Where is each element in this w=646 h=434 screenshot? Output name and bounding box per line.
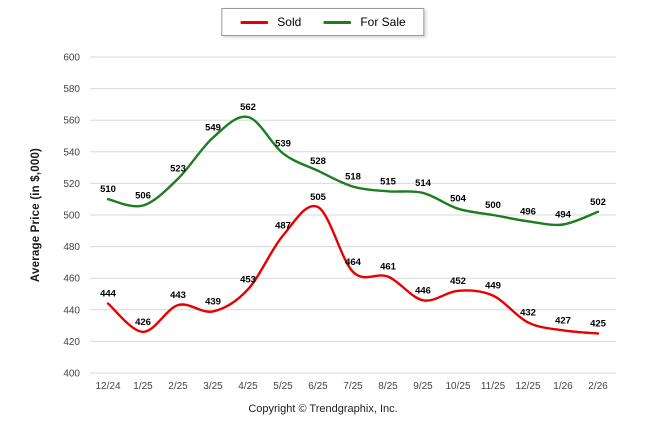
chart-legend: Sold For Sale [221, 8, 425, 36]
x-tick-label: 1/25 [133, 381, 153, 392]
x-tick-label: 6/25 [308, 381, 328, 392]
data-label: 514 [415, 178, 432, 189]
x-tick-label: 1/26 [553, 381, 573, 392]
y-tick-label: 480 [63, 242, 80, 253]
y-tick-label: 580 [63, 84, 80, 95]
x-tick-label: 2/25 [168, 381, 188, 392]
data-label: 439 [205, 296, 221, 307]
sold-line-swatch [240, 20, 269, 24]
legend-label-sold: Sold [277, 15, 302, 29]
data-label: 523 [170, 164, 186, 175]
x-tick-label: 10/25 [445, 381, 470, 392]
data-label: 461 [380, 262, 397, 273]
data-label: 549 [205, 123, 221, 134]
data-label: 453 [240, 274, 256, 285]
legend-item-for-sale: For Sale [323, 15, 406, 29]
x-tick-label: 5/25 [273, 381, 293, 392]
y-tick-label: 540 [63, 147, 80, 158]
data-label: 518 [345, 172, 361, 183]
data-label: 506 [135, 191, 151, 202]
data-label: 444 [100, 289, 117, 300]
data-label: 510 [100, 184, 116, 195]
y-tick-label: 440 [63, 305, 80, 316]
data-label: 425 [590, 319, 607, 330]
data-label: 494 [555, 210, 572, 221]
y-tick-label: 500 [63, 211, 80, 222]
legend-label-for-sale: For Sale [360, 15, 406, 29]
x-tick-label: 12/25 [515, 381, 540, 392]
data-label: 427 [555, 315, 571, 326]
data-label: 504 [450, 194, 467, 205]
y-tick-label: 520 [63, 179, 80, 190]
data-label: 443 [170, 290, 186, 301]
data-label: 496 [520, 206, 536, 217]
x-tick-label: 4/25 [238, 381, 258, 392]
data-label: 446 [415, 285, 431, 296]
data-label: 528 [310, 156, 326, 167]
data-label: 449 [485, 281, 501, 292]
for-sale-line-swatch [323, 20, 352, 24]
data-label: 515 [380, 176, 397, 187]
data-label: 502 [590, 197, 606, 208]
sold-line [106, 204, 600, 335]
y-tick-label: 600 [63, 53, 80, 64]
data-label: 452 [450, 276, 466, 287]
for-sale-line [106, 115, 600, 227]
x-tick-label: 7/25 [343, 381, 363, 392]
y-tick-label: 460 [63, 274, 80, 285]
x-tick-label: 8/25 [378, 381, 398, 392]
data-label: 487 [275, 221, 291, 232]
data-label: 539 [275, 138, 291, 149]
x-tick-label: 3/25 [203, 381, 223, 392]
copyright-text: Copyright © Trendgraphix, Inc. [248, 403, 398, 415]
data-label: 426 [135, 317, 151, 328]
legend-item-sold: Sold [240, 15, 301, 29]
data-label: 562 [240, 102, 256, 113]
data-label: 500 [485, 200, 501, 211]
y-tick-label: 420 [63, 337, 80, 348]
data-label: 505 [310, 192, 327, 203]
x-tick-label: 2/26 [588, 381, 608, 392]
data-label: 464 [345, 257, 362, 268]
y-axis-title: Average Price (in $,000) [30, 147, 42, 283]
data-label: 432 [520, 307, 536, 318]
y-tick-label: 400 [63, 369, 80, 380]
y-tick-label: 560 [63, 116, 80, 127]
x-tick-label: 9/25 [413, 381, 433, 392]
x-tick-label: 11/25 [481, 381, 506, 392]
x-tick-label: 12/24 [95, 381, 120, 392]
